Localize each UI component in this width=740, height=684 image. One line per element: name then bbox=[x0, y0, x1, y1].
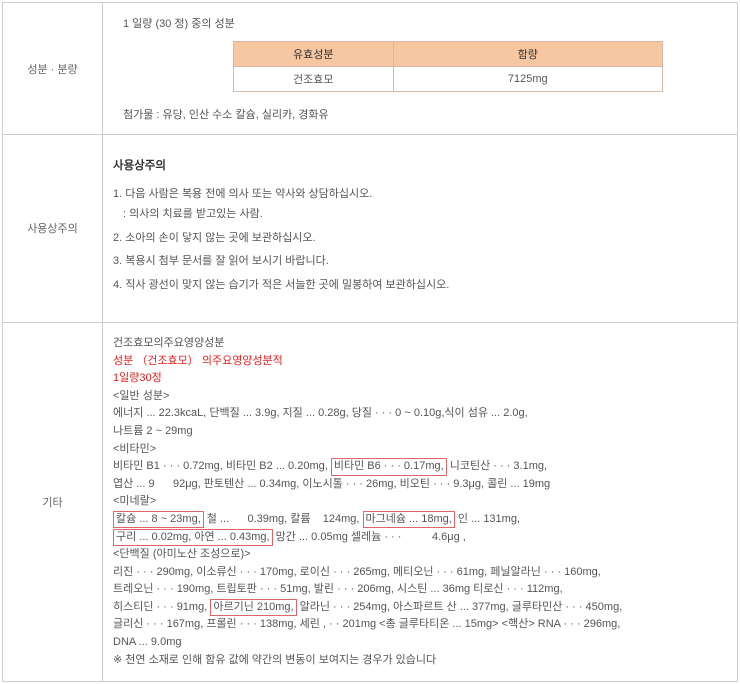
precautions-title: 사용상주의 bbox=[113, 157, 727, 173]
highlight-box: 칼슘 ... 8 ~ 23mg, bbox=[113, 511, 204, 528]
nutrition-text: 건조효모의주요영양성분 성분 （건조효모） 의주요영양성분적 1일량30정 <일… bbox=[113, 335, 727, 669]
highlight-box: 구리 ... 0.02mg, 아연 ... 0.43mg, bbox=[113, 529, 273, 546]
ing-th-active: 유효성분 bbox=[234, 42, 394, 67]
precaution-item: 1. 다음 사람은 복용 전에 의사 또는 약사와 상담하십시오. : 의사의 … bbox=[113, 185, 727, 225]
spec-table: 성분 · 분량 1 일량 (30 정) 중의 성분 유효성분 함량 건조효모 7… bbox=[2, 2, 738, 682]
ingredient-table: 유효성분 함량 건조효모 7125mg bbox=[233, 41, 663, 92]
highlight-box: 아르기닌 210mg, bbox=[210, 599, 296, 616]
precaution-item: 3. 복용시 첨부 문서를 잘 읽어 보시기 바랍니다. bbox=[113, 252, 727, 272]
highlight-box: 비타민 B6 · · · 0.17mg, bbox=[331, 458, 447, 475]
precaution-item: 4. 직사 광선이 맞지 않는 습기가 적은 서늘한 곳에 밀봉하여 보관하십시… bbox=[113, 276, 727, 296]
ing-td-name: 건조효모 bbox=[234, 67, 394, 92]
precaution-item: 2. 소아의 손이 닿지 않는 곳에 보관하십시오. bbox=[113, 229, 727, 249]
ingredients-content: 1 일량 (30 정) 중의 성분 유효성분 함량 건조효모 7125mg 첨가… bbox=[103, 3, 738, 135]
precautions-content: 사용상주의 1. 다음 사람은 복용 전에 의사 또는 약사와 상담하십시오. … bbox=[103, 135, 738, 323]
ing-td-amount: 7125mg bbox=[393, 67, 662, 92]
row-label-precautions: 사용상주의 bbox=[3, 135, 103, 323]
daily-amount-subtitle: 1 일량 (30 정) 중의 성분 bbox=[123, 15, 727, 31]
footnote: ※ 천연 소재로 인해 함유 값에 약간의 변동이 보여지는 경우가 있습니다 bbox=[113, 654, 436, 666]
additives-text: 첨가물 : 유당, 인산 수소 칼슘, 실리카, 경화유 bbox=[123, 106, 727, 122]
row-label-ingredients: 성분 · 분량 bbox=[3, 3, 103, 135]
ing-th-amount: 함량 bbox=[393, 42, 662, 67]
highlight-box: 마그네슘 ... 18mg, bbox=[363, 511, 455, 528]
precautions-list: 1. 다음 사람은 복용 전에 의사 또는 약사와 상담하십시오. : 의사의 … bbox=[113, 185, 727, 296]
row-label-other: 기타 bbox=[3, 322, 103, 681]
other-content: 건조효모의주요영양성분 성분 （건조효모） 의주요영양성분적 1일량30정 <일… bbox=[103, 322, 738, 681]
